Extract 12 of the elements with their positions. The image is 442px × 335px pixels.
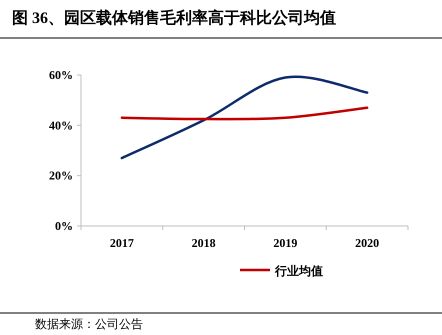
y-tick-label: 20% [49, 168, 73, 183]
x-tick-label: 2020 [355, 236, 380, 250]
chart-title: 图 36、园区载体销售毛利率高于科比公司均值 [12, 8, 336, 27]
y-tick-label: 60% [49, 68, 73, 82]
source-note: 数据来源：公司公告 [35, 317, 143, 331]
x-tick-label: 2017 [110, 236, 134, 250]
x-tick-label: 2019 [273, 236, 298, 250]
y-tick-label: 0% [55, 219, 73, 233]
y-tick-label: 40% [49, 118, 73, 132]
legend-label: 行业均值 [274, 264, 323, 278]
line-series [120, 76, 368, 160]
x-tick-label: 2018 [192, 236, 216, 250]
